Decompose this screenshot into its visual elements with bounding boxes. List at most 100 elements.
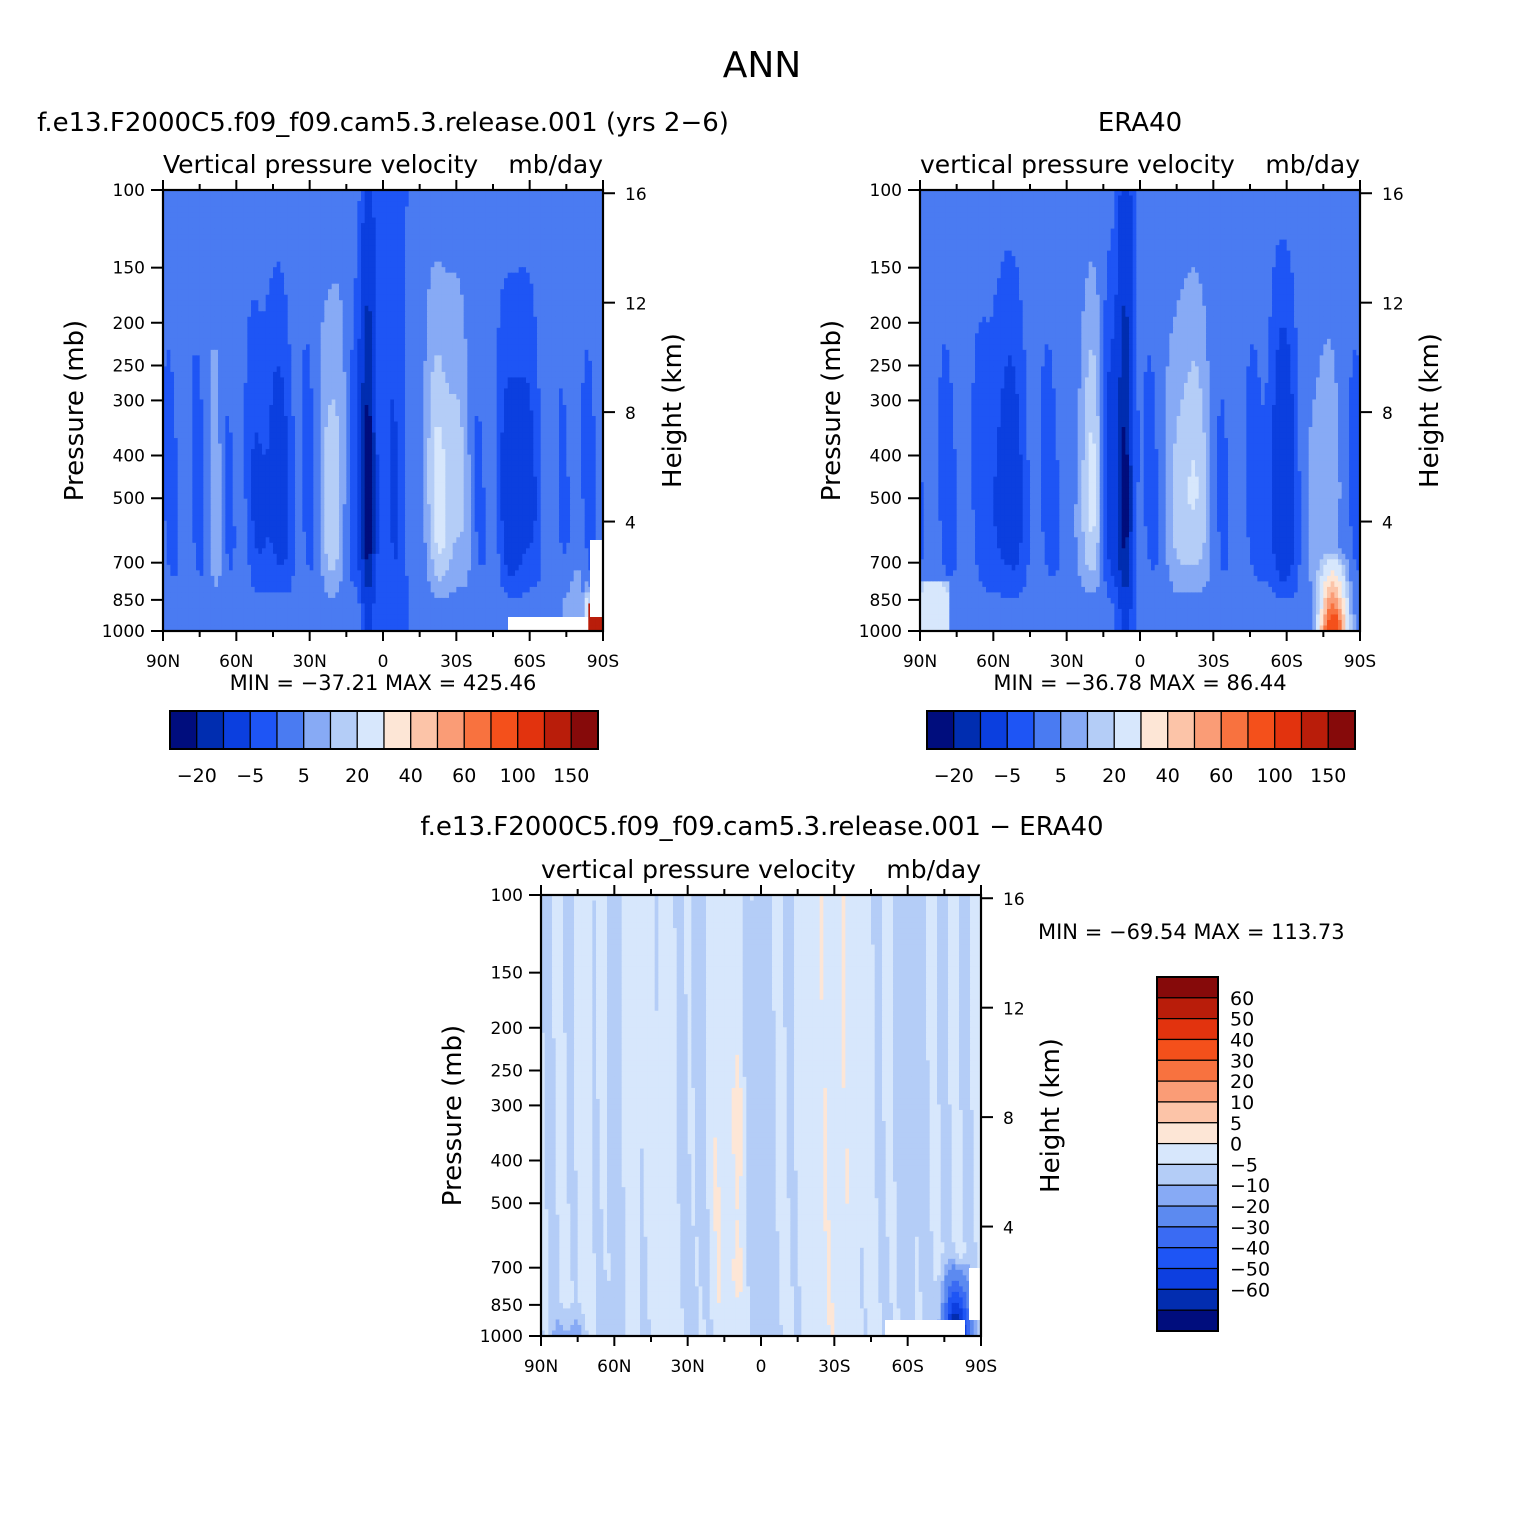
field-cell	[258, 228, 263, 235]
field-cell	[364, 382, 369, 390]
field-cell	[364, 206, 369, 213]
field-cell	[478, 234, 483, 241]
field-cell	[170, 223, 175, 230]
field-cell	[298, 410, 303, 417]
field-cell	[555, 294, 560, 301]
field-cell	[317, 250, 322, 257]
field-cell	[350, 206, 355, 213]
field-cell	[177, 195, 182, 202]
field-cell	[456, 294, 461, 301]
field-cell	[229, 388, 234, 395]
field-cell	[474, 377, 479, 384]
field-cell	[163, 360, 168, 367]
field-cell	[350, 289, 355, 296]
field-cell	[357, 371, 362, 379]
field-cell	[276, 333, 281, 340]
field-cell	[265, 355, 270, 362]
field-cell	[581, 333, 586, 340]
field-cell	[339, 300, 344, 307]
field-cell	[247, 382, 252, 390]
field-cell	[463, 305, 468, 312]
field-cell	[390, 355, 395, 362]
field-cell	[207, 377, 212, 384]
field-cell	[192, 300, 197, 307]
field-cell	[295, 234, 300, 241]
field-cell	[177, 388, 182, 395]
field-cell	[504, 195, 509, 202]
field-cell	[199, 228, 204, 235]
field-cell	[474, 316, 479, 323]
field-cell	[221, 327, 226, 334]
field-cell	[412, 294, 417, 301]
field-cell	[199, 316, 204, 323]
field-cell	[397, 366, 402, 373]
field-cell	[269, 256, 274, 263]
field-cell	[551, 371, 556, 379]
field-cell	[306, 195, 311, 202]
field-cell	[368, 212, 373, 219]
field-cell	[419, 305, 424, 312]
field-cell	[445, 206, 450, 213]
field-cell	[287, 388, 292, 395]
field-cell	[262, 360, 267, 367]
field-cell	[306, 333, 311, 340]
field-cell	[375, 333, 380, 340]
field-cell	[581, 371, 586, 379]
field-cell	[324, 245, 329, 252]
field-cell	[438, 190, 443, 197]
field-cell	[302, 261, 307, 268]
field-cell	[493, 234, 498, 241]
field-cell	[577, 278, 582, 285]
field-cell	[207, 300, 212, 307]
field-cell	[474, 294, 479, 301]
field-cell	[471, 272, 476, 279]
field-cell	[441, 366, 446, 373]
field-cell	[335, 245, 340, 252]
field-cell	[445, 366, 450, 373]
field-cell	[496, 206, 501, 213]
field-cell	[218, 256, 223, 263]
field-cell	[441, 212, 446, 219]
field-cell	[540, 228, 545, 235]
field-cell	[324, 261, 329, 268]
field-cell	[599, 206, 604, 213]
field-cell	[342, 305, 347, 312]
field-cell	[430, 201, 435, 208]
field-cell	[584, 355, 589, 362]
field-cell	[478, 217, 483, 224]
field-cell	[397, 399, 402, 406]
field-cell	[493, 195, 498, 202]
field-cell	[254, 344, 259, 351]
field-cell	[353, 355, 358, 362]
field-cell	[287, 349, 292, 356]
field-cell	[265, 327, 270, 334]
field-cell	[449, 190, 454, 197]
field-cell	[456, 344, 461, 351]
field-cell	[386, 410, 391, 417]
field-cell	[188, 289, 193, 296]
field-cell	[463, 311, 468, 318]
field-cell	[500, 239, 505, 246]
field-cell	[452, 272, 457, 279]
field-cell	[291, 228, 296, 235]
field-cell	[416, 223, 421, 230]
field-cell	[540, 333, 545, 340]
field-cell	[258, 245, 263, 252]
field-cell	[295, 393, 300, 401]
field-cell	[463, 327, 468, 334]
field-cell	[386, 366, 391, 373]
field-cell	[174, 206, 179, 213]
field-cell	[243, 190, 248, 197]
field-cell	[555, 278, 560, 285]
field-cell	[203, 311, 208, 318]
field-cell	[463, 377, 468, 384]
field-cell	[269, 305, 274, 312]
field-cell	[269, 289, 274, 296]
field-cell	[361, 377, 366, 384]
field-cell	[302, 245, 307, 252]
field-cell	[386, 245, 391, 252]
field-cell	[430, 217, 435, 224]
field-cell	[313, 388, 318, 395]
field-cell	[262, 278, 267, 285]
field-cell	[408, 360, 413, 367]
